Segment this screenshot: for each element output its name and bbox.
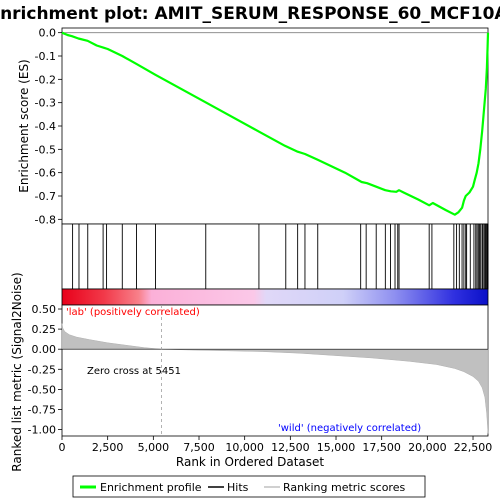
es-y-tick-label: 0.0 [39,27,57,40]
legend-box [72,475,426,498]
hits-layer [72,224,489,289]
es-y-tick-label: -0.8 [35,213,56,226]
es-y-tick-label: -0.4 [35,120,56,133]
ranking-y-axis: 0.50 0.25 0.00 -0.25 -0.50 -0.75 -1.00 [28,303,62,437]
ranking-y-tick-label: 0.50 [32,303,57,316]
x-tick-label: 7,500 [183,441,215,454]
chart-title: Enrichment plot: AMIT_SERUM_RESPONSE_60_… [0,4,500,24]
ranking-y-tick-label: -0.25 [28,363,56,376]
ranking-y-tick-label: 0.25 [32,323,57,336]
enrichment-profile-layer [61,31,490,216]
ranking-axis-label: Ranked list metric (Signal2Noise) [10,272,24,471]
enrichment-panel [61,27,489,225]
enrichment-profile-line [61,31,490,216]
es-y-tick-label: -0.6 [35,167,56,180]
x-tick-label: 2,500 [92,441,124,454]
x-tick-label: 0 [59,441,66,454]
legend: Enrichment profile Hits Ranking metric s… [72,475,426,498]
es-y-tick-label: -0.7 [35,190,56,203]
positive-correlation-label: 'lab' (positively correlated) [66,307,200,318]
ranking-panel [61,304,489,437]
x-tick-label: 10,000 [225,441,264,454]
zero-cross-label: Zero cross at 5451 [87,366,181,377]
ranking-layer [61,305,489,436]
negative-correlation-label: 'wild' (negatively correlated) [278,423,421,434]
es-y-tick-label: -0.5 [35,143,56,156]
heatmap-bar [61,288,489,306]
es-y-tick-label: -0.3 [35,97,56,110]
ranking-metric-area [61,323,489,434]
x-tick-label: 12,500 [271,441,310,454]
es-y-tick-label: -0.1 [35,50,56,63]
legend-hits-label: Hits [227,481,249,494]
x-tick-label: 22,500 [454,441,493,454]
x-axis-label: Rank in Ordered Dataset [176,455,324,469]
ranking-y-tick-label: -1.00 [28,424,56,437]
es-axis-label: Enrichment score (ES) [17,59,31,192]
hits-panel [61,223,489,290]
x-tick-label: 5,000 [138,441,170,454]
x-tick-label: 15,000 [317,441,356,454]
ranking-y-tick-label: -0.50 [28,383,56,396]
ranking-y-tick-label: -0.75 [28,403,56,416]
legend-profile-label: Enrichment profile [100,481,202,494]
x-tick-label: 17,500 [362,441,401,454]
es-y-tick-label: -0.2 [35,73,56,86]
es-y-axis: 0.0 -0.1 -0.2 -0.3 -0.4 -0.5 -0.6 -0.7 -0.8 [35,27,488,226]
ranking-y-tick-label: 0.00 [32,343,57,356]
legend-ranking-label: Ranking metric scores [283,481,405,494]
x-tick-label: 20,000 [408,441,447,454]
x-axis: 0 2,500 5,000 7,500 10,000 12,500 15,000 17,500… [59,436,493,454]
